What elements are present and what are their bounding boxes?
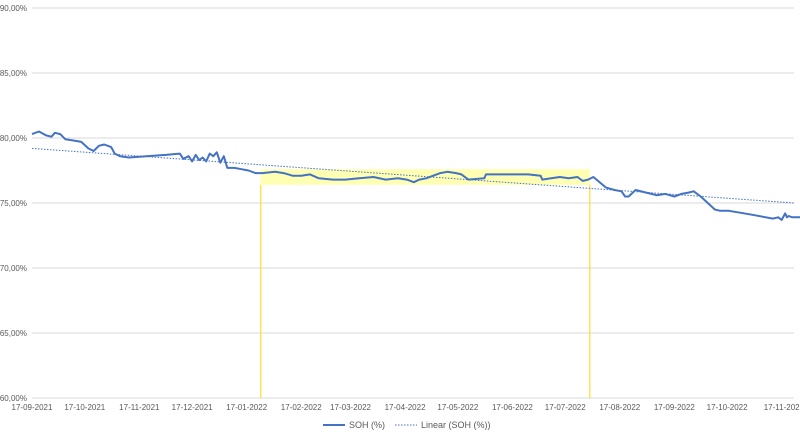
soh-series (31, 130, 800, 221)
y-tick-label: 60,00% (0, 394, 27, 403)
x-tick-label: 17-11-202 (764, 403, 800, 412)
y-tick-label: 90,00% (0, 4, 27, 13)
x-axis-ticks: 17-09-2021 17-10-2021 17-11-2021 17-12-2021… (12, 403, 800, 412)
x-tick-label: 17-03-2022 (330, 403, 371, 412)
x-tick-label: 17-01-2022 (226, 403, 267, 412)
y-tick-label: 85,00% (0, 69, 27, 78)
x-tick-label: 17-04-2022 (385, 403, 426, 412)
x-tick-label: 17-09-2021 (12, 403, 53, 412)
x-tick-label: 17-12-2021 (172, 403, 213, 412)
x-tick-label: 17-08-2022 (599, 403, 640, 412)
x-tick-label: 17-06-2022 (492, 403, 533, 412)
highlight-region (260, 169, 591, 398)
y-axis-ticks: 90,00% 85,00% 80,00% 75,00% 70,00% 65,00% 60,0… (0, 4, 27, 403)
y-tick-label: 80,00% (0, 134, 27, 143)
legend-label-soh: SOH (%) (349, 420, 385, 430)
x-tick-label: 17-11-2021 (119, 403, 160, 412)
x-tick-label: 17-09-2022 (654, 403, 695, 412)
y-tick-label: 70,00% (0, 264, 27, 273)
series-line-soh (31, 130, 800, 221)
legend: SOH (%) Linear (SOH (%)) (323, 420, 491, 430)
x-tick-label: 17-07-2022 (545, 403, 586, 412)
x-tick-label: 17-10-2021 (64, 403, 105, 412)
gridlines (32, 7, 794, 399)
y-tick-label: 65,00% (0, 329, 27, 338)
x-tick-label: 17-05-2022 (437, 403, 478, 412)
x-tick-label: 17-02-2022 (281, 403, 322, 412)
legend-label-linear: Linear (SOH (%)) (421, 420, 491, 430)
y-tick-label: 75,00% (0, 199, 27, 208)
x-tick-label: 17-10-2022 (707, 403, 748, 412)
